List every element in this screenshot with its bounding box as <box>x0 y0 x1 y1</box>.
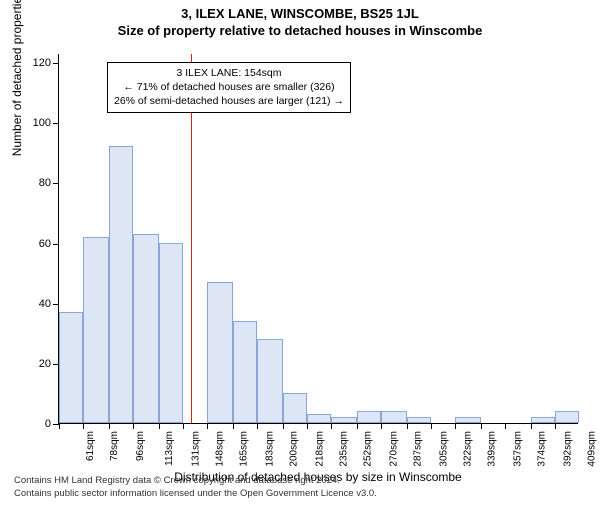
x-tick-label: 409sqm <box>586 431 597 467</box>
chart-title-1: 3, ILEX LANE, WINSCOMBE, BS25 1JL <box>0 6 600 21</box>
x-tick-label: 392sqm <box>562 431 573 467</box>
y-tick <box>53 304 59 305</box>
x-tick <box>331 423 332 429</box>
y-tick-label: 120 <box>33 57 51 69</box>
histogram-bar <box>283 393 307 423</box>
x-tick <box>133 423 134 429</box>
y-tick-label: 60 <box>39 238 51 250</box>
x-tick-label: 235sqm <box>338 431 349 467</box>
histogram-bar <box>407 417 431 423</box>
y-tick <box>53 244 59 245</box>
histogram-bar <box>381 411 407 423</box>
y-tick-label: 0 <box>45 418 51 430</box>
annotation-box: 3 ILEX LANE: 154sqm ← 71% of detached ho… <box>107 62 351 113</box>
x-tick <box>233 423 234 429</box>
chart-title-2: Size of property relative to detached ho… <box>0 23 600 38</box>
y-tick <box>53 63 59 64</box>
x-tick-label: 183sqm <box>264 431 275 467</box>
x-tick <box>455 423 456 429</box>
x-tick-label: 322sqm <box>462 431 473 467</box>
x-tick-label: 252sqm <box>363 431 374 467</box>
y-tick-label: 20 <box>39 358 51 370</box>
histogram-bar <box>307 414 331 423</box>
annotation-line-3: 26% of semi-detached houses are larger (… <box>114 94 344 108</box>
x-tick <box>481 423 482 429</box>
x-tick-label: 113sqm <box>164 431 175 466</box>
y-tick-label: 80 <box>39 177 51 189</box>
histogram-bar <box>109 146 133 423</box>
y-tick <box>53 183 59 184</box>
x-tick <box>159 423 160 429</box>
histogram-bar <box>331 417 357 423</box>
chart-area: 02040608010012061sqm78sqm96sqm113sqm131s… <box>58 54 578 424</box>
x-tick-label: 357sqm <box>512 431 523 467</box>
footer-line-2: Contains public sector information licen… <box>14 488 377 500</box>
x-tick-label: 270sqm <box>388 431 399 467</box>
x-tick <box>407 423 408 429</box>
x-tick <box>307 423 308 429</box>
x-tick <box>83 423 84 429</box>
histogram-bar <box>59 312 83 423</box>
x-tick <box>207 423 208 429</box>
x-tick-label: 165sqm <box>239 431 250 467</box>
y-tick <box>53 364 59 365</box>
x-tick <box>357 423 358 429</box>
x-tick-label: 339sqm <box>487 431 498 467</box>
y-axis-label: Number of detached properties <box>10 0 24 156</box>
x-tick-label: 374sqm <box>536 431 547 467</box>
histogram-bar <box>357 411 381 423</box>
x-tick <box>431 423 432 429</box>
x-tick <box>183 423 184 429</box>
histogram-bar <box>207 282 233 423</box>
x-tick <box>283 423 284 429</box>
plot-region: 02040608010012061sqm78sqm96sqm113sqm131s… <box>58 54 578 424</box>
x-tick-label: 148sqm <box>215 431 226 467</box>
x-tick-label: 61sqm <box>85 431 96 461</box>
x-tick <box>531 423 532 429</box>
x-tick-label: 218sqm <box>314 431 325 467</box>
footer-attribution: Contains HM Land Registry data © Crown c… <box>14 475 377 500</box>
x-tick <box>109 423 110 429</box>
footer-line-1: Contains HM Land Registry data © Crown c… <box>14 475 377 487</box>
histogram-bar <box>531 417 555 423</box>
histogram-bar <box>159 243 183 423</box>
x-tick-label: 287sqm <box>413 431 424 467</box>
annotation-line-1: 3 ILEX LANE: 154sqm <box>114 66 344 80</box>
y-tick-label: 100 <box>33 117 51 129</box>
x-tick <box>257 423 258 429</box>
x-tick-label: 200sqm <box>289 431 300 467</box>
histogram-bar <box>83 237 109 424</box>
y-tick <box>53 123 59 124</box>
x-tick-label: 131sqm <box>190 431 201 467</box>
histogram-bar <box>555 411 579 423</box>
x-tick-label: 78sqm <box>109 431 120 461</box>
x-tick-label: 96sqm <box>135 431 146 461</box>
annotation-line-2: ← 71% of detached houses are smaller (32… <box>114 80 344 94</box>
histogram-bar <box>257 339 283 423</box>
x-tick <box>381 423 382 429</box>
histogram-bar <box>455 417 481 423</box>
histogram-bar <box>233 321 257 423</box>
x-tick-label: 305sqm <box>438 431 449 467</box>
y-tick-label: 40 <box>39 298 51 310</box>
x-tick <box>555 423 556 429</box>
histogram-bar <box>133 234 159 424</box>
x-tick <box>505 423 506 429</box>
x-tick <box>59 423 60 429</box>
